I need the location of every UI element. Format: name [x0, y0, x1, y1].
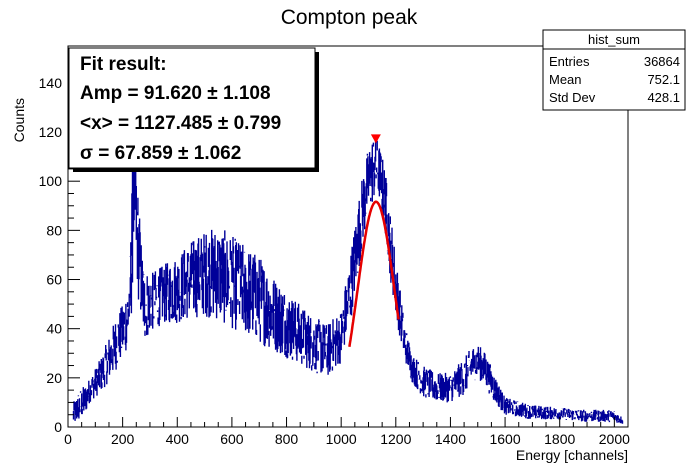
- x-tick-label: 0: [64, 431, 72, 447]
- gaussian-fit-line: [348, 200, 400, 347]
- peak-marker-layer: [370, 134, 381, 144]
- stats-box-panel: [542, 29, 686, 111]
- plot-frame: [67, 45, 629, 428]
- y-tick-label: 80: [46, 222, 62, 238]
- x-tick-label: 400: [166, 431, 190, 447]
- x-tick-label: 800: [275, 431, 299, 447]
- y-tick-label: 20: [46, 370, 62, 386]
- y-tick-label: 120: [39, 124, 63, 140]
- x-tick-label: 1200: [380, 431, 411, 447]
- y-axis-title: Counts: [11, 98, 27, 142]
- y-tick-label: 40: [46, 321, 62, 337]
- stats-entries-label: Entries: [549, 54, 590, 69]
- x-tick-label: 1600: [489, 431, 520, 447]
- x-axis: 0 200 400 600 800 1000 1200 1400 1600 1800 2000: [64, 417, 630, 447]
- fit-result-box: Fit result: Amp = 91.620 ± 1.108 <x> = 1…: [68, 47, 319, 172]
- fit-curve-layer: [348, 200, 400, 347]
- x-axis-title: Energy [channels]: [516, 447, 628, 463]
- stats-mean-label: Mean: [549, 72, 582, 87]
- x-tick-label: 1800: [544, 431, 575, 447]
- x-tick-label: 2000: [599, 431, 630, 447]
- stats-box-name: hist_sum: [588, 32, 640, 47]
- stats-entries-value: 36864: [644, 54, 680, 69]
- stats-stddev-label: Std Dev: [549, 90, 596, 105]
- y-tick-label: 60: [46, 272, 62, 288]
- x-tick-label: 1400: [435, 431, 466, 447]
- y-tick-label: 0: [54, 419, 62, 435]
- x-tick-label: 1000: [326, 431, 357, 447]
- histogram-series: [72, 133, 624, 424]
- stats-mean-value: 752.1: [647, 72, 680, 87]
- histogram-trace: [72, 133, 624, 424]
- y-tick-label: 140: [39, 75, 63, 91]
- fit-amp-text: Amp = 91.620 ± 1.108: [80, 83, 271, 104]
- x-tick-label: 600: [220, 431, 244, 447]
- fit-mean-text: <x> = 1127.485 ± 0.799: [80, 113, 281, 134]
- fit-sigma-text: σ = 67.859 ± 1.062: [80, 143, 241, 164]
- chart-title: Compton peak: [281, 6, 418, 29]
- x-tick-label: 200: [111, 431, 135, 447]
- y-tick-label: 100: [39, 173, 63, 189]
- stats-stddev-value: 428.1: [647, 90, 680, 105]
- fit-title-text: Fit result:: [80, 54, 167, 75]
- peak-marker: [370, 134, 381, 144]
- stats-box: hist_sum Entries 36864 Mean 752.1 Std De…: [542, 29, 686, 111]
- fit-box-panel: [68, 47, 316, 169]
